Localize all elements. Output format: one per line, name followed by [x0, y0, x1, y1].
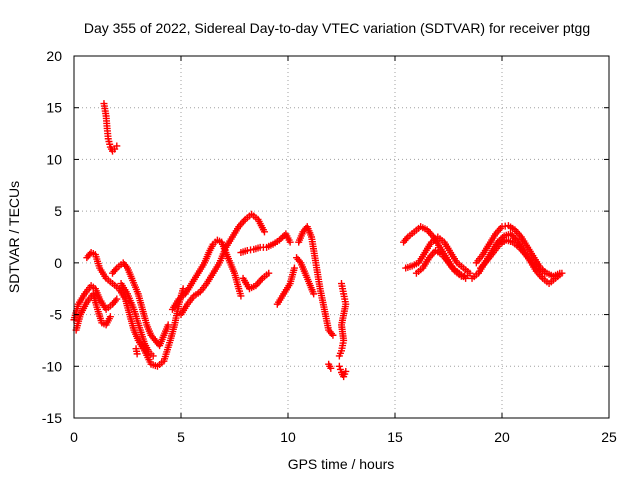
data-point	[336, 365, 344, 373]
y-tick-label: 10	[46, 151, 62, 167]
x-axis-label: GPS time / hours	[288, 456, 395, 472]
x-tick-label: 15	[387, 429, 403, 445]
data-point	[464, 271, 472, 279]
data-point	[237, 292, 245, 300]
data-point	[279, 233, 287, 241]
axis-ticks: 0 5 10 15 20 25 -15 -10 -5 0 5 10 15 20	[42, 48, 617, 445]
data-point	[260, 228, 268, 236]
y-tick-label: 0	[54, 255, 62, 271]
data-point	[113, 295, 121, 303]
y-axis-label: SDTVAR / TECUs	[6, 181, 22, 293]
x-tick-label: 20	[494, 429, 510, 445]
data-point	[310, 290, 318, 298]
chart-title: Day 355 of 2022, Sidereal Day-to-day VTE…	[84, 20, 590, 36]
y-tick-label: -5	[50, 307, 63, 323]
x-tick-label: 25	[601, 429, 617, 445]
y-tick-label: 20	[46, 48, 62, 64]
data-point	[510, 233, 518, 241]
data-point	[290, 264, 298, 272]
data-point	[113, 142, 121, 150]
data-point	[327, 364, 335, 372]
y-tick-label: 5	[54, 203, 62, 219]
data-point	[342, 367, 350, 375]
data-point	[335, 362, 343, 370]
data-point	[507, 230, 515, 238]
data-point	[133, 350, 141, 358]
data-point	[164, 321, 172, 329]
y-tick-label: 15	[46, 100, 62, 116]
y-tick-label: -10	[42, 358, 62, 374]
y-tick-label: -15	[42, 410, 62, 426]
x-tick-label: 5	[177, 429, 185, 445]
data-point	[508, 231, 516, 239]
data-point	[558, 269, 566, 277]
data-point	[335, 352, 343, 360]
data-point	[275, 236, 283, 244]
x-tick-label: 0	[70, 429, 78, 445]
data-point	[277, 235, 285, 243]
data-point	[179, 285, 187, 293]
plot-frame	[73, 55, 610, 419]
data-point	[286, 238, 294, 246]
data-point	[265, 269, 273, 277]
data-point	[106, 313, 114, 321]
data-point	[149, 352, 157, 360]
data-points	[70, 100, 566, 381]
x-tick-label: 10	[280, 429, 296, 445]
data-point	[329, 331, 337, 339]
data-point	[541, 269, 549, 277]
